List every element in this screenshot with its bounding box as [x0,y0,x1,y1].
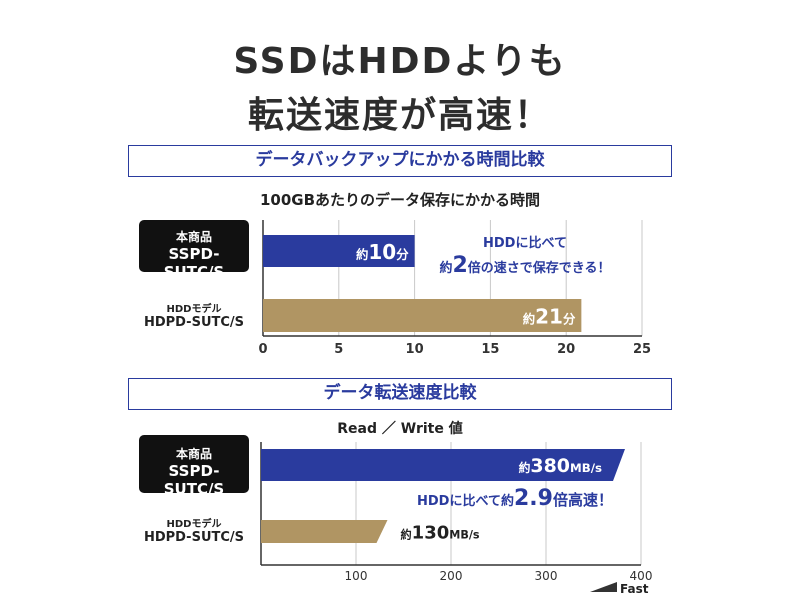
bar-value-label: 約380MB/s [519,455,602,477]
bar-value-label: 約10分 [356,240,409,264]
product-label-line1: 本商品 [175,447,212,461]
section2-note: HDDに比べて約2.9倍高速！ [400,486,630,511]
section1-title: データバックアップにかかる時間比較 [128,145,672,177]
x-tick-label: 400 [630,569,653,583]
section1-note-prefix: 約 [439,261,453,276]
hdd-label-line2: HDPD-SUTC/S [143,530,245,545]
hdd-label-line1: HDDモデル [166,519,222,530]
section1-note-number: 2 [452,253,468,278]
product-label-line1: 本商品 [175,230,212,244]
x-tick-label: 300 [535,569,558,583]
headline-line-1: SSDはHDDよりも [233,41,567,82]
hdd-label-line2: HDPD-SUTC/S [143,315,245,330]
x-tick-label: 20 [557,342,575,357]
section2-note-prefix: HDDに比べて約 [417,494,514,509]
section2-title: データ転送速度比較 [128,378,672,410]
x-tick-label: 15 [481,342,499,357]
fast-arrow-icon [590,582,617,592]
section1-product-label: 本商品 SSPD-SUTC/S [139,220,249,281]
ssd-bar [263,235,415,267]
x-tick-label: 200 [440,569,463,583]
x-tick-label: 5 [334,342,343,357]
fast-label: Fast [620,582,649,596]
hdd-bar [261,520,388,543]
hdd-label-line1: HDDモデル [166,304,222,315]
section1-note-line1: HDDに比べて [483,236,567,251]
hdd-bar [263,299,582,332]
section2-note-number: 2.9 [513,486,553,511]
bar-value-label: 約130MB/s [401,523,480,544]
section1-note: HDDに比べて 約2倍の速さで保存できる！ [420,232,630,278]
section2-product-label: 本商品 SSPD-SUTC/S [139,435,249,498]
section1-subtitle: 100GBあたりのデータ保存にかかる時間 [259,191,541,209]
section1-hdd-label: HDDモデル HDPD-SUTC/S [139,300,249,330]
x-tick-label: 10 [406,342,424,357]
product-label-line2: SSPD-SUTC/S [163,462,225,498]
section2-hdd-label: HDDモデル HDPD-SUTC/S [139,515,249,545]
ssd-bar [261,449,625,481]
section2-subtitle: Read ／ Write 値 [337,421,463,437]
x-tick-label: 0 [258,342,267,357]
section1-note-suffix: 倍の速さで保存できる！ [467,261,611,276]
x-tick-label: 25 [633,342,651,357]
x-tick-label: 100 [345,569,368,583]
product-label-line2: SSPD-SUTC/S [163,245,225,281]
bar-value-label: 約21分 [523,305,576,329]
headline-line-2: 転送速度が高速！ [247,95,552,136]
section2-note-suffix: 倍高速！ [552,491,613,509]
